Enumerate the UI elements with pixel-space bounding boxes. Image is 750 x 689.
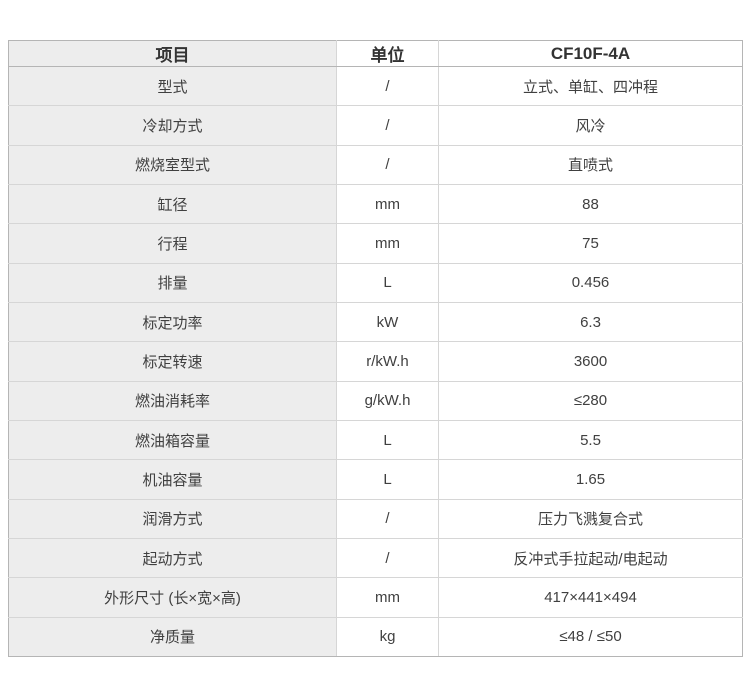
value-cell: 5.5: [438, 419, 743, 461]
item-cell: 型式: [8, 65, 337, 107]
unit-cell: kg: [336, 616, 439, 658]
unit-cell: r/kW.h: [336, 341, 439, 382]
item-cell: 标定功率: [8, 301, 337, 343]
unit-cell: /: [336, 498, 439, 539]
unit-cell: /: [336, 65, 439, 107]
unit-cell: kW: [336, 301, 439, 343]
table-row: 冷却方式 / 风冷: [8, 105, 743, 146]
table-row: 燃油箱容量 L 5.5: [8, 419, 743, 461]
table-row: 型式 / 立式、单缸、四冲程: [8, 65, 743, 107]
value-cell: ≤280: [438, 380, 743, 421]
table-row: 标定功率 kW 6.3: [8, 301, 743, 343]
table-row: 标定转速 r/kW.h 3600: [8, 341, 743, 382]
item-cell: 润滑方式: [8, 498, 337, 539]
table-row: 机油容量 L 1.65: [8, 459, 743, 500]
value-cell: 直喷式: [438, 144, 743, 185]
value-cell: 0.456: [438, 262, 743, 303]
unit-cell: g/kW.h: [336, 380, 439, 421]
unit-cell: L: [336, 459, 439, 500]
value-cell: 反冲式手拉起动/电起动: [438, 537, 743, 579]
spec-table-body: 型式 / 立式、单缸、四冲程 冷却方式 / 风冷 燃烧室型式 / 直喷式 缸径 …: [8, 65, 743, 658]
table-row: 净质量 kg ≤48 / ≤50: [8, 616, 743, 658]
table-row: 燃烧室型式 / 直喷式: [8, 144, 743, 185]
value-cell: 75: [438, 223, 743, 264]
value-cell: 6.3: [438, 301, 743, 343]
value-cell: 风冷: [438, 105, 743, 146]
unit-cell: L: [336, 262, 439, 303]
item-cell: 外形尺寸 (长×宽×高): [8, 577, 337, 618]
table-row: 润滑方式 / 压力飞溅复合式: [8, 498, 743, 539]
header-item-cell: 项目: [8, 40, 337, 67]
item-cell: 行程: [8, 223, 337, 264]
value-cell: 压力飞溅复合式: [438, 498, 743, 539]
value-cell: 417×441×494: [438, 577, 743, 618]
header-model-cell: CF10F-4A: [438, 40, 743, 67]
item-cell: 起动方式: [8, 537, 337, 579]
unit-cell: /: [336, 537, 439, 579]
table-row: 排量 L 0.456: [8, 262, 743, 303]
table-row: 起动方式 / 反冲式手拉起动/电起动: [8, 537, 743, 579]
item-cell: 缸径: [8, 183, 337, 225]
unit-cell: mm: [336, 577, 439, 618]
unit-cell: mm: [336, 223, 439, 264]
value-cell: 88: [438, 183, 743, 225]
unit-cell: L: [336, 419, 439, 461]
table-row: 燃油消耗率 g/kW.h ≤280: [8, 380, 743, 421]
unit-cell: /: [336, 144, 439, 185]
item-cell: 排量: [8, 262, 337, 303]
value-cell: 3600: [438, 341, 743, 382]
unit-cell: /: [336, 105, 439, 146]
item-cell: 燃油消耗率: [8, 380, 337, 421]
item-cell: 冷却方式: [8, 105, 337, 146]
unit-cell: mm: [336, 183, 439, 225]
value-cell: ≤48 / ≤50: [438, 616, 743, 658]
item-cell: 燃烧室型式: [8, 144, 337, 185]
value-cell: 立式、单缸、四冲程: [438, 65, 743, 107]
item-cell: 标定转速: [8, 341, 337, 382]
item-cell: 净质量: [8, 616, 337, 658]
table-row: 缸径 mm 88: [8, 183, 743, 225]
table-row: 行程 mm 75: [8, 223, 743, 264]
value-cell: 1.65: [438, 459, 743, 500]
header-unit-cell: 单位: [336, 40, 439, 67]
item-cell: 机油容量: [8, 459, 337, 500]
table-row: 外形尺寸 (长×宽×高) mm 417×441×494: [8, 577, 743, 618]
item-cell: 燃油箱容量: [8, 419, 337, 461]
spec-table: 项目 单位 CF10F-4A 型式 / 立式、单缸、四冲程 冷却方式 / 风冷 …: [8, 40, 743, 658]
header-row: 项目 单位 CF10F-4A: [8, 40, 743, 67]
spec-table-header: 项目 单位 CF10F-4A: [8, 40, 743, 67]
